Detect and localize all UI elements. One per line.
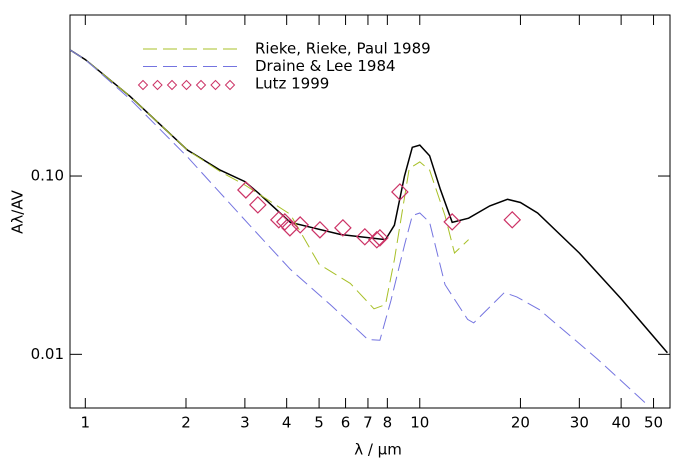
x-tick-label: 8	[383, 414, 393, 432]
legend-marker	[166, 79, 178, 91]
data-point	[269, 210, 288, 229]
x-tick-label: 4	[282, 414, 292, 432]
legend-marker	[224, 79, 236, 91]
data-point	[371, 229, 389, 247]
x-tick-label: 6	[341, 414, 351, 432]
legend-label: Rieke, Rieke, Paul 1989	[255, 40, 431, 58]
data-point	[311, 221, 329, 239]
x-tick-label: 5	[314, 414, 324, 432]
x-tick-label: 3	[240, 414, 250, 432]
data-point	[281, 219, 299, 237]
legend-marker	[181, 79, 192, 91]
data-point	[291, 216, 310, 234]
x-axis-label: λ / μm	[354, 441, 402, 459]
y-tick-label: 0.01	[31, 345, 64, 363]
x-tick-label: 7	[363, 414, 373, 432]
x-tick-label: 30	[570, 414, 589, 432]
data-point	[355, 227, 374, 246]
data-point	[334, 219, 352, 237]
x-tick-label: 2	[181, 414, 191, 432]
legend-marker	[195, 79, 207, 91]
data-point	[248, 196, 267, 214]
plot-frame	[69, 14, 671, 409]
series-line	[70, 49, 668, 354]
data-point	[236, 181, 255, 199]
legend-label: Lutz 1999	[255, 75, 329, 93]
legend-marker	[210, 79, 221, 91]
plot-area	[70, 49, 668, 406]
x-tick-label: 1	[81, 414, 91, 432]
x-tick-label: 10	[410, 414, 429, 432]
data-point	[391, 183, 409, 201]
data-point	[275, 213, 294, 231]
series-line	[70, 49, 648, 406]
legend-marker	[152, 79, 163, 91]
data-point	[503, 210, 522, 229]
legend-label: Draine & Lee 1984	[255, 57, 396, 75]
series-line	[70, 49, 469, 310]
data-point	[443, 213, 462, 231]
x-tick-label: 40	[612, 414, 631, 432]
x-tick-label: 50	[644, 414, 663, 432]
data-point	[367, 230, 386, 249]
y-axis-label: Aλ/AV	[9, 189, 27, 233]
y-tick-label: 0.10	[31, 167, 64, 185]
x-tick-label: 20	[511, 414, 530, 432]
legend-marker	[137, 79, 149, 91]
